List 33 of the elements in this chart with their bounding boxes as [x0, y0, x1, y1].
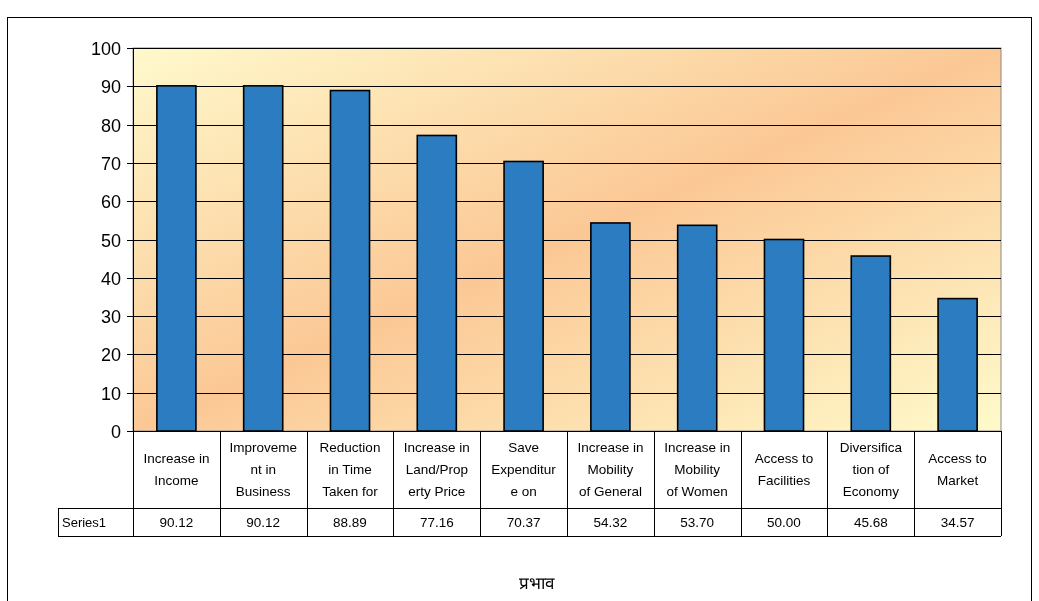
x-tick-label: Access to Market	[928, 451, 987, 488]
y-tick-label: 70	[100, 153, 121, 174]
y-tick-label: 60	[100, 191, 121, 212]
data-label: 54.32	[593, 514, 628, 530]
data-label: 90.12	[159, 514, 194, 530]
y-tick-label: 100	[90, 38, 121, 59]
data-label: 34.57	[940, 514, 975, 530]
x-tick-label: Improveme nt in Business	[229, 440, 297, 499]
x-tick-label: Increase in Income	[143, 451, 210, 488]
y-tick-label: 90	[100, 76, 121, 97]
x-tick-label: Increase in Mobility of Women	[664, 440, 731, 499]
x-axis-title: प्रभाव	[518, 573, 555, 593]
x-tick-label: Increase in Land/Prop erty Price	[403, 440, 470, 499]
y-tick-label: 20	[100, 344, 121, 365]
x-tick-label: Save Expenditur e on	[491, 440, 557, 499]
legend-label: Series1	[62, 514, 107, 530]
y-tick-label: 10	[100, 383, 121, 404]
data-label: 90.12	[246, 514, 281, 530]
x-tick-label: Reduction in Time Taken for	[319, 440, 381, 499]
y-tick-label: 30	[100, 306, 121, 327]
y-tick-label: 50	[100, 230, 121, 251]
data-label: 45.68	[853, 514, 888, 530]
data-label: 70.37	[506, 514, 541, 530]
x-tick-label: Diversifica tion of Economy	[839, 440, 903, 499]
data-label: 77.16	[419, 514, 454, 530]
y-tick-label: 80	[100, 115, 121, 136]
x-tick-label: Access to Facilities	[754, 451, 814, 488]
y-tick-label: 0	[110, 421, 121, 442]
data-label: 88.89	[333, 514, 367, 530]
y-tick-label: 40	[100, 268, 121, 289]
data-label: 53.70	[680, 514, 715, 530]
data-label: 50.00	[767, 514, 801, 530]
x-tick-label: Increase in Mobility of General	[577, 440, 644, 499]
